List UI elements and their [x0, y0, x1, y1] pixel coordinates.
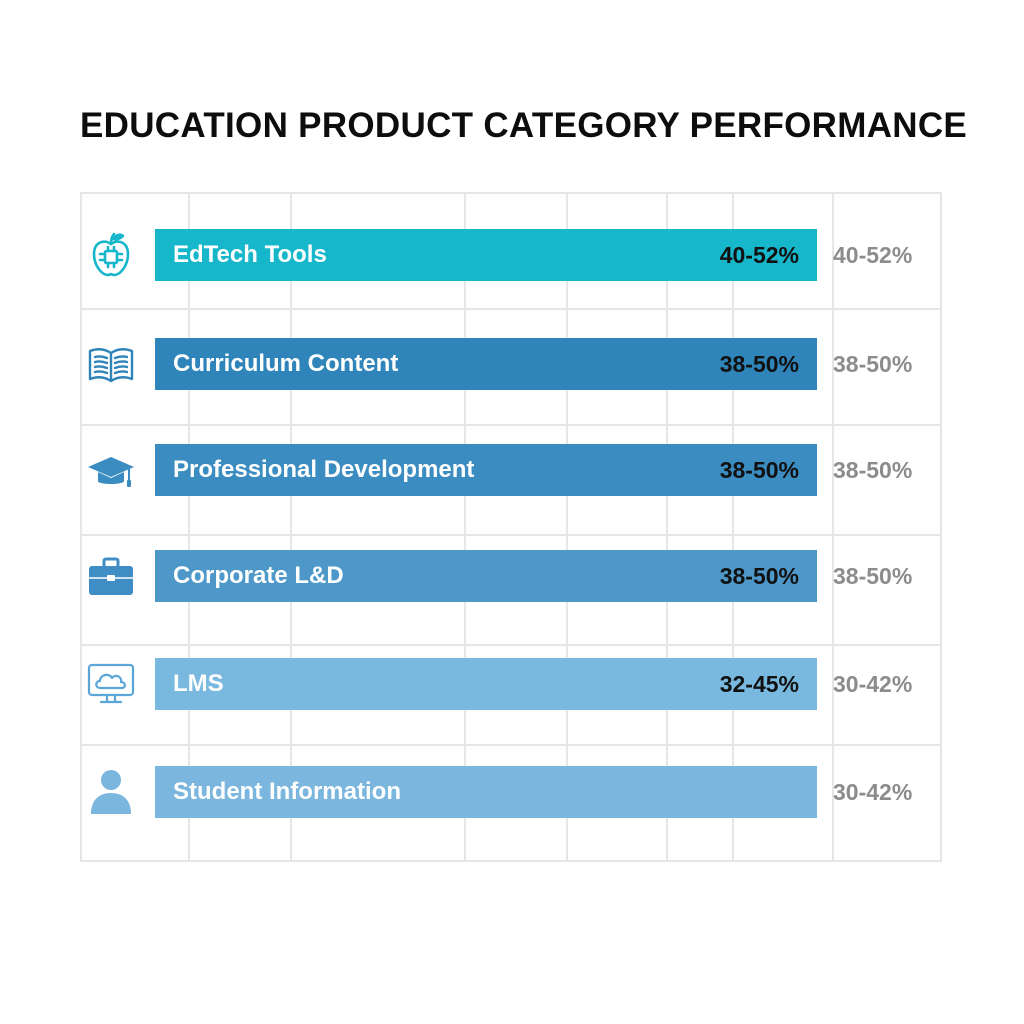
bar-label: Corporate L&D: [173, 562, 344, 589]
bar-label: LMS: [173, 670, 224, 697]
grid-line-v: [188, 192, 190, 862]
bar-label: EdTech Tools: [173, 241, 327, 268]
apple-circuit-icon: [86, 230, 136, 280]
grid-line-v: [566, 192, 568, 862]
bar-lms: LMS 32-45%: [155, 658, 817, 710]
grid-line-v: [666, 192, 668, 862]
grid-line-v: [290, 192, 292, 862]
side-value-label: 40-52%: [833, 242, 913, 268]
side-value-label: 30-42%: [833, 671, 913, 697]
bar-value-label: 38-50%: [719, 457, 799, 483]
grid-line-h: [80, 744, 942, 746]
bar-curriculum-content: Curriculum Content 38-50%: [155, 338, 817, 390]
cloud-monitor-icon: [86, 659, 136, 709]
bar-label: Professional Development: [173, 456, 475, 483]
grid-line-h: [80, 192, 942, 194]
grid-line-h: [80, 644, 942, 646]
briefcase-icon: [86, 551, 136, 601]
side-value-label: 38-50%: [833, 457, 913, 483]
bar-value-label: 32-45%: [719, 671, 799, 697]
side-value-label: 38-50%: [833, 563, 913, 589]
bar-value-label: 40-52%: [719, 242, 799, 268]
grid-line-v: [80, 192, 82, 862]
user-icon: [86, 766, 136, 816]
grid-line-v: [940, 192, 942, 862]
side-value-label: 30-42%: [833, 779, 913, 805]
grid-line-h: [80, 860, 942, 862]
grid-line-v: [464, 192, 466, 862]
grid-line-h: [80, 424, 942, 426]
bar-student-information: Student Information: [155, 766, 817, 818]
open-book-icon: [86, 339, 136, 389]
bar-value-label: 38-50%: [719, 563, 799, 589]
grid-line-v: [832, 192, 834, 862]
bar-chart: EdTech Tools 40-52% 40-52% Curriculum Co…: [80, 192, 942, 862]
chart-title: EDUCATION PRODUCT CATEGORY PERFORMANCE: [80, 106, 968, 145]
bar-professional-development: Professional Development 38-50%: [155, 444, 817, 496]
grid-line-h: [80, 308, 942, 310]
bar-value-label: 38-50%: [719, 351, 799, 377]
bar-label: Student Information: [173, 778, 401, 805]
graduation-cap-icon: [86, 445, 136, 495]
side-value-label: 38-50%: [833, 351, 913, 377]
bar-corporate-ld: Corporate L&D 38-50%: [155, 550, 817, 602]
bar-edtech-tools: EdTech Tools 40-52%: [155, 229, 817, 281]
grid-line-v: [732, 192, 734, 862]
grid-line-h: [80, 534, 942, 536]
bar-label: Curriculum Content: [173, 350, 399, 377]
